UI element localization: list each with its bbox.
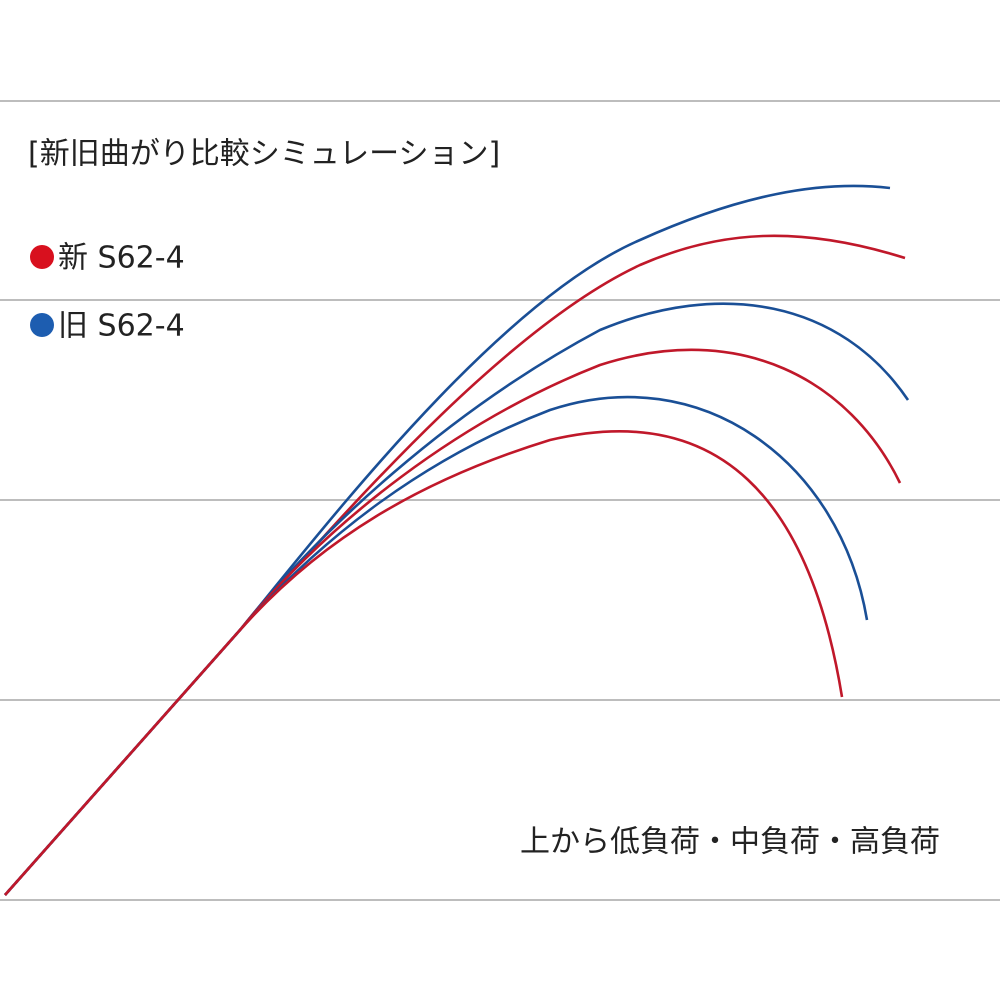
curve-new-high xyxy=(4,430,844,896)
curve-new-mid xyxy=(4,348,902,896)
curve-old-mid xyxy=(4,302,910,896)
note: 上から低負荷・中負荷・高負荷 xyxy=(520,825,940,860)
curve-old-high xyxy=(4,395,869,896)
title: [新旧曲がり比較シミュレーション] xyxy=(28,137,500,172)
legend-label: 新 S62-4 xyxy=(58,241,185,276)
legend-label: 旧 S62-4 xyxy=(58,309,185,344)
curve-old-low xyxy=(4,184,891,896)
legend-dot xyxy=(30,313,54,337)
legend-dot xyxy=(30,245,54,269)
